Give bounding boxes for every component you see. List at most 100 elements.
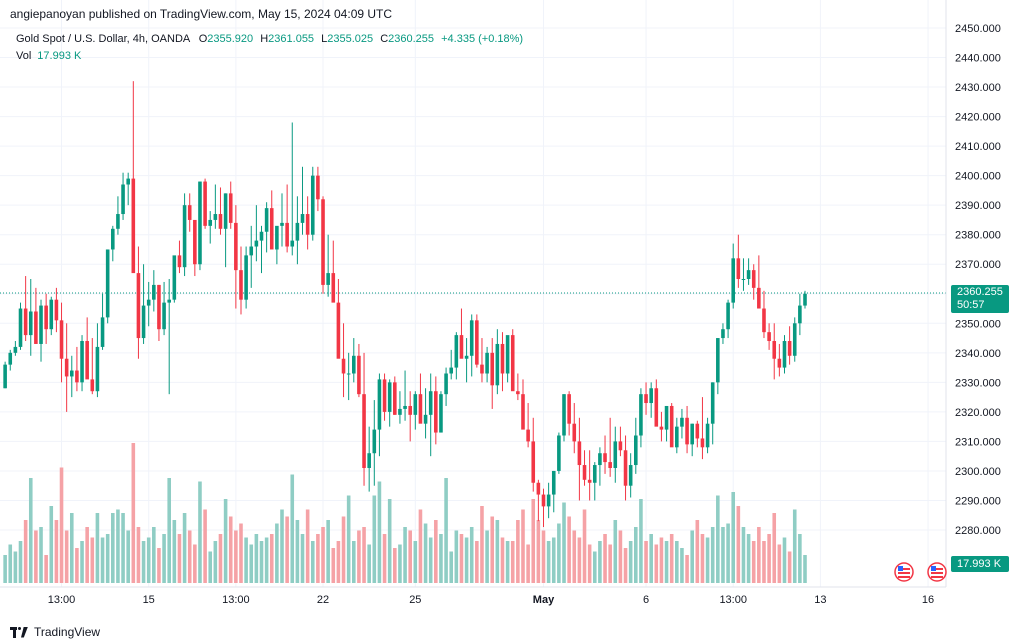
volume-bar — [480, 506, 484, 583]
candle — [393, 376, 397, 415]
volume-bar — [444, 478, 448, 583]
volume-bar — [803, 555, 807, 583]
volume-bar — [49, 506, 54, 583]
candle — [54, 287, 59, 333]
us-flag-event-icon[interactable] — [927, 562, 947, 582]
candle — [459, 308, 464, 359]
candle — [234, 205, 238, 309]
candle — [346, 352, 351, 401]
volume-bar — [767, 534, 771, 583]
volume-legend[interactable]: Vol 17.993 K — [16, 50, 81, 62]
candle — [577, 417, 582, 501]
symbol-title: Gold Spot / U.S. Dollar, 4h, OANDA — [16, 33, 190, 45]
volume-bar — [8, 544, 13, 583]
volume-bar — [64, 530, 69, 583]
price-tick-label: 2430.000 — [955, 82, 1001, 94]
volume-bar — [403, 527, 407, 583]
candle — [162, 281, 166, 336]
candle — [541, 488, 546, 528]
candle — [428, 373, 433, 457]
volume-bar — [239, 523, 243, 583]
candle — [351, 338, 356, 383]
volume-bar — [675, 541, 679, 583]
candle — [592, 462, 597, 501]
volume-bar — [639, 499, 643, 583]
volume-bar — [377, 481, 382, 583]
volume-bar — [357, 530, 361, 583]
volume-bar — [413, 541, 418, 583]
candle — [182, 193, 187, 277]
candle — [305, 196, 310, 250]
volume-bar — [521, 509, 525, 583]
volume-bar — [167, 478, 171, 583]
volume-bar — [700, 534, 705, 583]
volume-bar — [162, 534, 166, 583]
candle — [121, 172, 125, 220]
candle — [254, 205, 259, 262]
volume-bar — [659, 537, 664, 583]
candle — [562, 394, 566, 442]
price-tick-label: 2340.000 — [955, 348, 1001, 360]
volume-bar — [516, 520, 520, 583]
candle — [675, 417, 679, 454]
volume-bar — [546, 541, 551, 583]
volume-bar — [387, 499, 392, 583]
volume-bar — [434, 520, 438, 583]
volume-bar — [152, 527, 156, 583]
time-tick-label: 16 — [922, 594, 934, 606]
symbol-legend[interactable]: Gold Spot / U.S. Dollar, 4h, OANDA O2355… — [16, 33, 523, 45]
candle — [623, 435, 628, 501]
price-axis[interactable]: 2280.000 2290.000 2300.000 2310.000 2320.000… — [955, 23, 1001, 537]
candle — [310, 166, 315, 241]
tradingview-footer[interactable]: TradingView — [10, 625, 100, 639]
candle — [295, 196, 300, 265]
candle — [49, 296, 54, 336]
candle — [111, 225, 115, 262]
candle — [167, 279, 171, 395]
candle — [85, 317, 89, 380]
price-tick-label: 2290.000 — [955, 495, 1001, 507]
volume-bar — [439, 534, 443, 583]
candle — [726, 299, 730, 339]
candle — [336, 279, 341, 359]
volume-bar — [105, 534, 110, 583]
candle — [157, 284, 161, 342]
bar-countdown: 50:57 — [957, 299, 985, 311]
candle — [664, 405, 669, 442]
volume-bar — [295, 520, 300, 583]
candle — [690, 423, 694, 457]
candle — [746, 258, 751, 285]
candle — [408, 391, 412, 442]
candle — [131, 81, 136, 274]
candle — [423, 388, 428, 439]
candle — [731, 243, 736, 309]
candle — [382, 373, 387, 421]
candle — [398, 391, 402, 424]
candle — [618, 426, 623, 457]
volume-bar — [577, 537, 582, 583]
volume-bar — [3, 555, 7, 583]
candle — [654, 379, 659, 427]
candle — [59, 302, 64, 383]
time-axis[interactable]: 13:00 15 13:00 22 25 May 6 13:00 13 16 — [48, 594, 934, 606]
candle — [572, 403, 577, 454]
volume-bar — [203, 509, 207, 583]
volume-bar — [757, 527, 761, 583]
candle — [469, 314, 474, 377]
volume-bar — [490, 516, 495, 583]
volume-bar — [628, 541, 633, 583]
candle — [695, 420, 700, 448]
candle — [126, 172, 130, 206]
volume-bar — [121, 513, 125, 583]
volume-bar — [157, 548, 161, 583]
us-flag-event-icon[interactable] — [894, 562, 914, 582]
volume-bar — [398, 544, 402, 583]
volume-bar — [351, 541, 356, 583]
candle — [485, 346, 489, 383]
candle — [69, 355, 74, 398]
volume-bar — [582, 509, 587, 583]
candle — [639, 388, 643, 448]
candle — [649, 382, 653, 418]
candle — [244, 246, 248, 309]
